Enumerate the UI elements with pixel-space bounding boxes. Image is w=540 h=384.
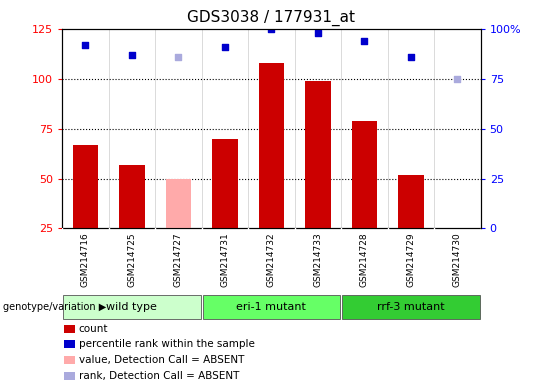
Text: GSM214730: GSM214730 <box>453 232 462 287</box>
Text: percentile rank within the sample: percentile rank within the sample <box>79 339 255 349</box>
Text: GSM214733: GSM214733 <box>313 232 322 287</box>
Text: count: count <box>79 324 109 334</box>
Bar <box>352 121 377 228</box>
Bar <box>64 372 75 380</box>
Point <box>360 38 369 44</box>
Bar <box>259 63 284 228</box>
Point <box>453 76 462 82</box>
Point <box>127 52 136 58</box>
Bar <box>398 175 424 228</box>
Text: GSM214729: GSM214729 <box>407 232 415 287</box>
Bar <box>202 295 340 319</box>
Point <box>174 54 183 60</box>
Point <box>267 26 276 32</box>
Text: GSM214731: GSM214731 <box>220 232 230 287</box>
Text: wild type: wild type <box>106 302 157 312</box>
Bar <box>64 356 75 364</box>
Text: eri-1 mutant: eri-1 mutant <box>237 302 306 312</box>
Bar <box>212 139 238 228</box>
Text: GSM214727: GSM214727 <box>174 232 183 287</box>
Text: rrf-3 mutant: rrf-3 mutant <box>377 302 444 312</box>
Bar <box>72 145 98 228</box>
Text: GSM214725: GSM214725 <box>127 232 136 287</box>
Text: genotype/variation ▶: genotype/variation ▶ <box>3 302 106 312</box>
Text: GSM214728: GSM214728 <box>360 232 369 287</box>
Bar <box>342 295 480 319</box>
Bar <box>166 179 191 228</box>
Text: value, Detection Call = ABSENT: value, Detection Call = ABSENT <box>79 355 244 365</box>
Text: rank, Detection Call = ABSENT: rank, Detection Call = ABSENT <box>79 371 239 381</box>
Point <box>407 54 415 60</box>
Point <box>314 30 322 36</box>
Bar <box>63 295 201 319</box>
Title: GDS3038 / 177931_at: GDS3038 / 177931_at <box>187 10 355 26</box>
Bar <box>119 165 145 228</box>
Bar <box>64 324 75 333</box>
Text: GSM214732: GSM214732 <box>267 232 276 287</box>
Text: GSM214716: GSM214716 <box>81 232 90 287</box>
Point <box>81 42 90 48</box>
Bar <box>64 341 75 348</box>
Bar <box>305 81 330 228</box>
Point <box>220 44 229 50</box>
